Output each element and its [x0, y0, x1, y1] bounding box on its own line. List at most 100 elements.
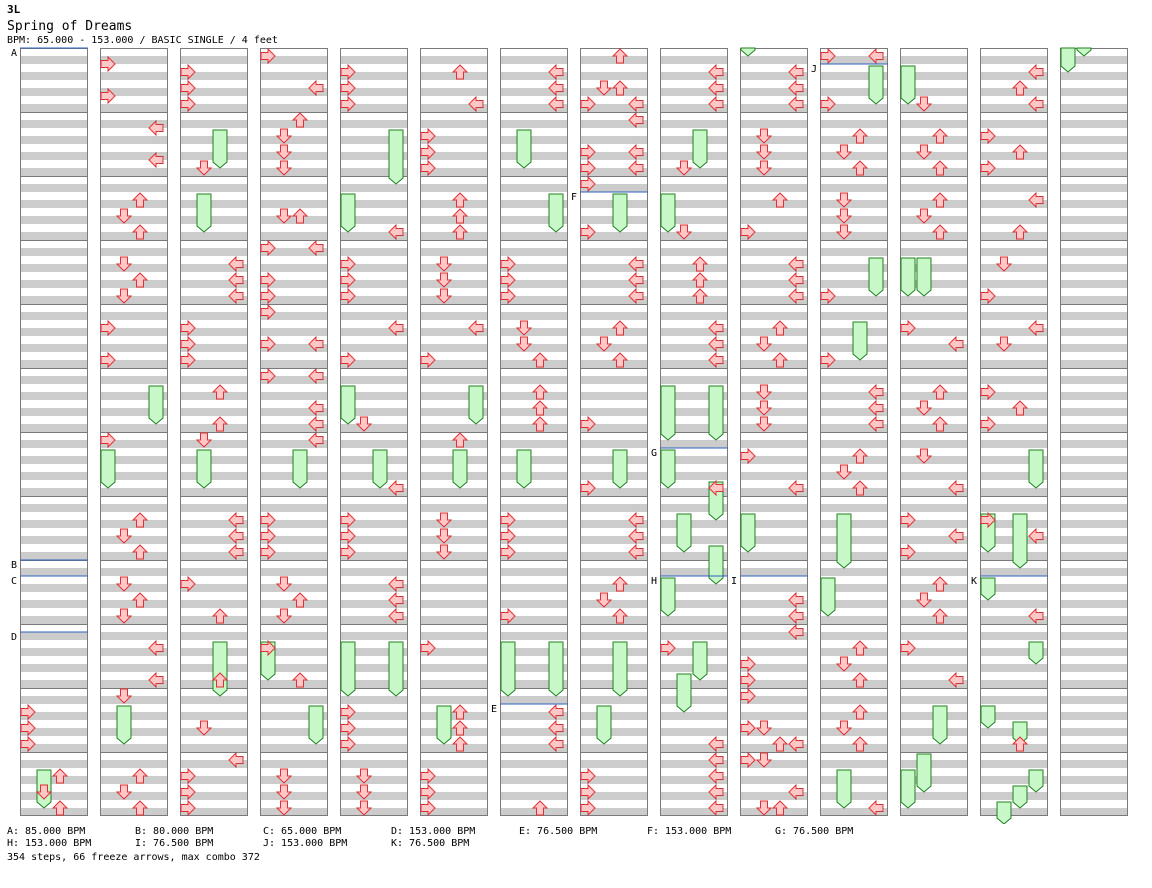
- step-arrow-left: [340, 735, 356, 753]
- freeze-arrow: [116, 705, 132, 745]
- step-arrow-down: [115, 576, 133, 592]
- beat-stripe: [820, 488, 888, 496]
- beat-stripe: [820, 264, 888, 272]
- chart-column: [420, 48, 488, 816]
- beat-stripe: [500, 680, 568, 688]
- beat-stripe: [980, 488, 1048, 496]
- step-arrow-down: [915, 448, 933, 464]
- beat-stripe: [20, 360, 88, 368]
- beat-stripe: [580, 312, 648, 320]
- beat-stripe: [740, 232, 808, 240]
- beat-stripe: [420, 648, 488, 656]
- beat-stripe: [580, 712, 648, 720]
- beat-stripe: [20, 552, 88, 560]
- beat-stripe: [820, 536, 888, 544]
- step-arrow-down: [915, 208, 933, 224]
- beat-stripe: [660, 552, 728, 560]
- beat-stripe: [420, 232, 488, 240]
- step-arrow-left: [740, 223, 756, 241]
- bpm-legend-item: E: 76.500 BPM: [519, 826, 598, 837]
- step-arrow-up: [531, 384, 549, 400]
- step-arrow-left: [260, 511, 276, 529]
- beat-stripe: [900, 664, 968, 672]
- beat-stripe: [420, 616, 488, 624]
- step-arrow-up: [771, 192, 789, 208]
- beat-stripe: [580, 232, 648, 240]
- step-arrow-up: [851, 448, 869, 464]
- beat-stripe: [180, 600, 248, 608]
- beat-stripe: [180, 264, 248, 272]
- beat-stripe: [980, 760, 1048, 768]
- beat-stripe: [340, 504, 408, 512]
- beat-stripe: [340, 632, 408, 640]
- beat-stripe: [340, 152, 408, 160]
- step-arrow-left: [420, 783, 436, 801]
- beat-stripe: [580, 184, 648, 192]
- beat-stripe: [180, 376, 248, 384]
- beat-stripe: [820, 392, 888, 400]
- beat-stripe: [980, 200, 1048, 208]
- beat-stripe: [340, 248, 408, 256]
- beat-stripe: [900, 120, 968, 128]
- step-arrow-down: [195, 432, 213, 448]
- beat-stripe: [740, 712, 808, 720]
- beat-stripe: [900, 136, 968, 144]
- freeze-arrow: [340, 641, 356, 697]
- beat-stripe: [340, 792, 408, 800]
- beat-stripe: [1060, 344, 1128, 352]
- beat-stripe: [980, 680, 1048, 688]
- step-chart: A BC D E F G H I J K: [11, 47, 1128, 824]
- beat-stripe: [1060, 664, 1128, 672]
- beat-stripe: [900, 600, 968, 608]
- step-arrow-up: [611, 608, 629, 624]
- beat-stripe: [340, 440, 408, 448]
- freeze-arrow: [612, 641, 628, 697]
- beat-stripe: [100, 232, 168, 240]
- step-arrow-up: [611, 320, 629, 336]
- beat-stripe: [580, 760, 648, 768]
- beat-stripe: [420, 376, 488, 384]
- freeze-arrow: [212, 129, 228, 169]
- step-arrow-down: [275, 784, 293, 800]
- beat-stripe: [340, 760, 408, 768]
- beat-stripe: [820, 408, 888, 416]
- step-arrow-left: [820, 351, 836, 369]
- step-arrow-right: [228, 751, 244, 769]
- step-arrow-left: [980, 383, 996, 401]
- beat-stripe: [500, 632, 568, 640]
- beat-stripe: [900, 408, 968, 416]
- beat-stripe: [820, 664, 888, 672]
- step-arrow-left: [100, 319, 116, 337]
- step-arrow-left: [340, 271, 356, 289]
- beat-stripe: [1060, 552, 1128, 560]
- beat-stripe: [820, 248, 888, 256]
- bpm-legend-item: G: 76.500 BPM: [775, 826, 854, 837]
- step-arrow-left: [340, 351, 356, 369]
- beat-stripe: [580, 584, 648, 592]
- beat-stripe: [420, 184, 488, 192]
- beat-stripe: [1060, 760, 1128, 768]
- beat-stripe: [580, 56, 648, 64]
- bpm-change-label: C: [11, 576, 17, 587]
- beat-stripe: [420, 728, 488, 736]
- beat-stripe: [100, 56, 168, 64]
- step-arrow-down: [275, 576, 293, 592]
- step-arrow-left: [420, 767, 436, 785]
- beat-stripe: [180, 424, 248, 432]
- beat-stripe: [20, 504, 88, 512]
- beat-stripe: [340, 344, 408, 352]
- freeze-arrow: [612, 193, 628, 233]
- step-arrow-left: [820, 287, 836, 305]
- step-arrow-right: [708, 783, 724, 801]
- step-arrow-down: [835, 720, 853, 736]
- step-arrow-right: [228, 255, 244, 273]
- column-border: [900, 48, 968, 816]
- beat-stripe: [900, 216, 968, 224]
- beat-stripe: [580, 488, 648, 496]
- beat-stripe: [980, 408, 1048, 416]
- beat-stripe: [660, 632, 728, 640]
- step-arrow-down: [275, 128, 293, 144]
- step-arrow-right: [868, 415, 884, 433]
- column-border: [340, 48, 408, 816]
- beat-stripe: [980, 376, 1048, 384]
